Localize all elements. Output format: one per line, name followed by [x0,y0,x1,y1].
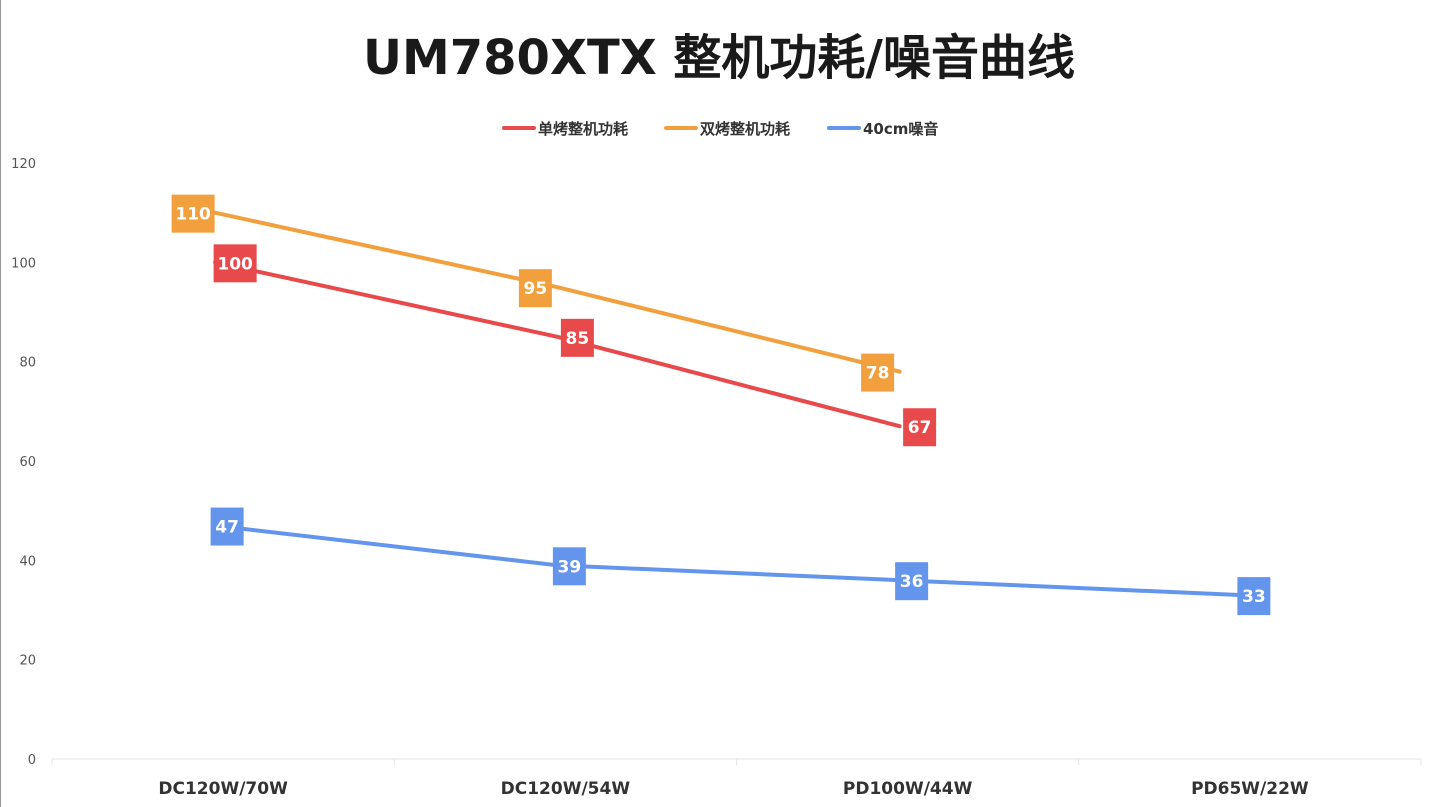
y-tick-label: 0 [28,753,36,768]
data-label: 39 [552,547,586,586]
data-label-text: 67 [908,418,932,438]
data-label: 36 [895,562,929,601]
data-label-text: 95 [524,279,548,299]
data-label-text: 33 [1242,587,1266,607]
data-label-box [518,269,552,308]
series-line [213,260,902,429]
data-label-text: 110 [175,205,211,225]
data-label: 33 [1237,577,1271,616]
y-axis: 0 20 40 60 80 100 120 [11,157,36,768]
x-tick-label: PD65W/22W [1191,779,1309,799]
left-border [0,0,1,807]
data-label-box [903,408,937,447]
data-label-text: 47 [215,518,239,538]
y-tick-label: 40 [19,554,36,569]
data-label-box [1237,577,1271,616]
data-label-box [560,318,594,357]
legend-label: 双烤整机功耗 [700,120,790,138]
series-line [213,210,902,374]
data-label-text: 100 [217,254,253,274]
data-label: 95 [518,269,552,308]
data-label-box [213,244,257,283]
plot-area: 100 85 67 110 95 78 47 39 36 33 [171,194,1271,616]
data-label: 85 [560,318,594,357]
y-tick-label: 120 [11,157,36,172]
data-label: 67 [903,408,937,447]
x-tick-label: PD100W/44W [843,779,973,799]
data-label-box [210,507,244,546]
data-label-text: 85 [566,329,590,349]
y-tick-label: 20 [19,654,36,669]
chart-title: UM780XTX 整机功耗/噪音曲线 [363,30,1075,86]
data-label-box [895,562,929,601]
data-label: 100 [213,244,257,283]
x-axis: DC120W/70W DC120W/54W PD100W/44W PD65W/22W [51,758,1422,799]
data-label-text: 39 [558,557,582,577]
x-tick-label: DC120W/70W [158,779,288,799]
data-label-text: 78 [866,364,890,384]
data-label: 47 [210,507,244,546]
data-label-box [171,194,215,233]
data-label: 78 [861,353,895,392]
data-label-box [861,353,895,392]
data-label: 110 [171,194,215,233]
x-tick-label: DC120W/54W [501,779,631,799]
data-label-box [552,547,586,586]
y-tick-label: 60 [19,455,36,470]
data-label-text: 36 [900,572,924,592]
y-tick-label: 100 [11,256,36,271]
y-tick-label: 80 [19,356,36,371]
legend-label: 40cm噪音 [863,120,938,138]
series-line [213,523,1244,598]
legend-label: 单烤整机功耗 [538,120,628,138]
legend: 单烤整机功耗 双烤整机功耗 40cm噪音 [502,120,938,138]
